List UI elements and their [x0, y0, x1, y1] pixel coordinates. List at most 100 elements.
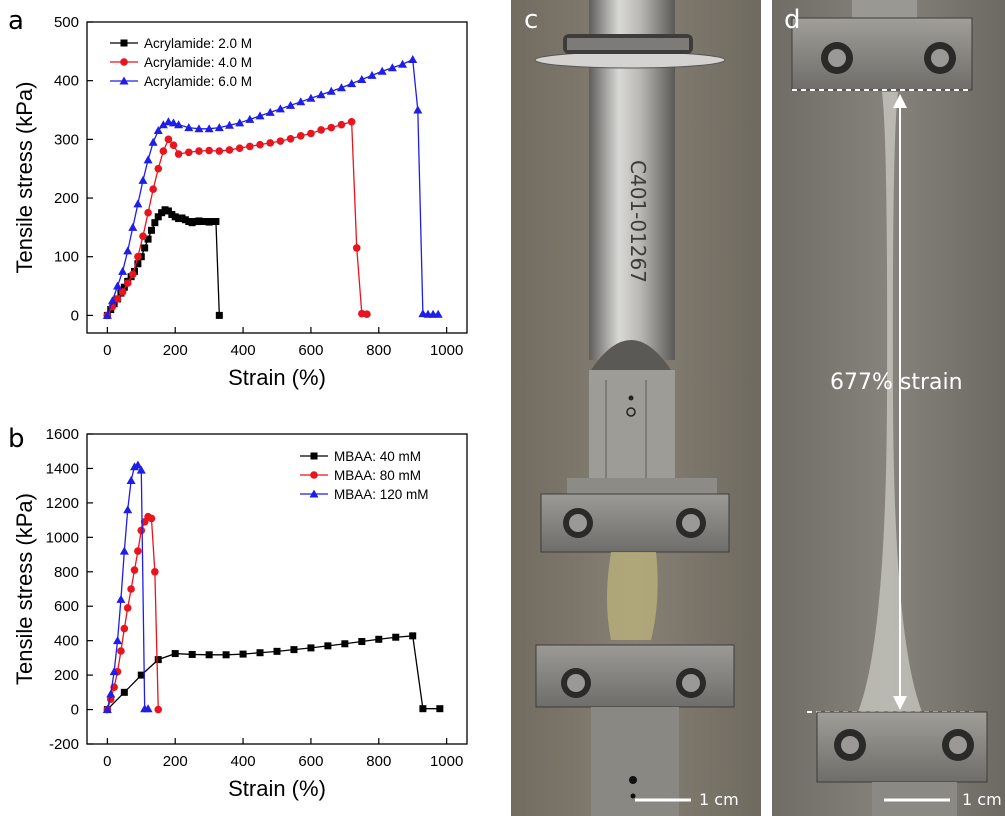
panel-label-b: b: [8, 424, 25, 454]
x-tick-label: 200: [163, 342, 188, 359]
data-point-3: [169, 118, 179, 127]
x-axis-label: Strain (%): [228, 776, 326, 801]
data-point-2: [120, 624, 129, 633]
data-point-1: [409, 632, 417, 640]
data-point-3: [255, 111, 265, 120]
data-point-2: [215, 147, 224, 155]
legend-marker-1: [310, 452, 318, 460]
data-point-3: [184, 123, 194, 132]
data-point-3: [109, 667, 119, 676]
data-point-1: [419, 705, 427, 713]
chart-a: 0 200 400 600 800 1000 0 100 200 300 400 500 Strain …: [12, 14, 468, 390]
data-point-3: [336, 83, 346, 92]
y-tick-label: 1200: [46, 495, 79, 512]
data-point-1: [290, 646, 298, 654]
data-point-1: [273, 647, 281, 655]
legend-marker-1: [120, 39, 128, 47]
plot-frame: [86, 433, 468, 745]
data-point-1: [154, 656, 162, 664]
scale-label-c: 1 cm: [699, 790, 739, 809]
data-point-1: [120, 688, 128, 696]
x-tick-label: 200: [163, 753, 188, 770]
data-point-3: [413, 105, 423, 114]
data-point-1: [205, 651, 213, 659]
y-tick-label: 300: [54, 131, 79, 148]
x-tick-label: 400: [231, 342, 256, 359]
data-point-2: [137, 526, 146, 535]
legend-marker-3: [309, 489, 319, 498]
y-tick-label: 0: [71, 307, 79, 324]
data-point-1: [222, 651, 230, 659]
x-tick-label: 0: [103, 342, 111, 359]
data-point-3: [194, 124, 204, 133]
photo-d: d 677% strain 1 cm: [772, 0, 1005, 816]
rod-engraving: C401-01267: [626, 160, 650, 283]
data-point-2: [159, 147, 168, 155]
data-point-1: [341, 640, 349, 648]
data-point-2: [147, 514, 156, 523]
data-point-2: [184, 148, 193, 157]
legend-label-3: MBAA: 120 mM: [334, 487, 429, 502]
data-point-2: [352, 244, 361, 252]
y-axis-label: Tensile stress (kPa): [12, 493, 37, 685]
data-point-2: [276, 137, 285, 145]
photo-c: C401-01267 c 1 cm: [511, 0, 761, 816]
y-tick-label: 1000: [46, 529, 79, 546]
data-point-1: [134, 260, 142, 268]
y-tick-label: 400: [54, 73, 79, 90]
data-point-2: [327, 123, 336, 132]
data-point-3: [138, 175, 148, 184]
data-point-3: [275, 104, 285, 113]
panel-label-c: c: [524, 5, 539, 35]
data-point-2: [235, 144, 244, 152]
data-point-3: [106, 689, 116, 698]
data-point-3: [377, 66, 387, 75]
data-point-3: [107, 296, 117, 305]
data-point-2: [144, 208, 152, 217]
data-point-2: [225, 146, 234, 154]
x-axis-label: Strain (%): [228, 365, 326, 390]
legend-label-3: Acrylamide: 6.0 M: [144, 74, 252, 89]
data-point-2: [151, 567, 159, 576]
data-point-1: [239, 650, 247, 658]
data-point-1: [324, 642, 332, 650]
x-tick-label: 0: [103, 753, 111, 770]
data-point-3: [133, 460, 143, 469]
data-point-3: [163, 117, 173, 126]
data-point-3: [204, 124, 214, 133]
y-tick-label: 1400: [46, 460, 79, 477]
data-point-1: [164, 207, 172, 215]
data-point-2: [149, 185, 157, 194]
y-tick-label: 500: [54, 14, 79, 31]
legend-label-1: MBAA: 40 mM: [334, 449, 421, 464]
data-point-1: [212, 218, 220, 226]
data-point-3: [116, 594, 126, 603]
legend-label-2: Acrylamide: 4.0 M: [144, 55, 252, 70]
y-tick-label: 200: [54, 667, 79, 684]
data-point-2: [174, 150, 183, 158]
data-point-3: [148, 137, 158, 146]
legend-label-2: MBAA: 80 mM: [334, 468, 421, 483]
data-point-2: [127, 585, 135, 593]
x-tick-label: 800: [366, 342, 391, 359]
data-point-2: [117, 647, 125, 655]
data-point-3: [296, 97, 306, 106]
data-point-2: [169, 141, 178, 150]
x-tick-label: 600: [298, 342, 323, 359]
data-point-3: [174, 120, 184, 129]
data-point-3: [286, 100, 296, 109]
y-tick-label: 0: [71, 702, 79, 719]
scale-label-d: 1 cm: [962, 790, 1002, 809]
data-point-3: [126, 476, 136, 484]
y-tick-label: 200: [54, 190, 79, 207]
data-point-2: [130, 566, 139, 574]
data-point-3: [133, 199, 143, 208]
data-point-3: [433, 309, 443, 318]
data-point-3: [214, 123, 224, 132]
tensile-test-photo-c: C401-01267: [511, 0, 761, 816]
data-point-3: [153, 126, 163, 135]
strain-label: 677% strain: [830, 370, 963, 395]
data-point-3: [235, 118, 245, 127]
series-line-3: [106, 58, 439, 316]
data-point-1: [215, 311, 223, 319]
